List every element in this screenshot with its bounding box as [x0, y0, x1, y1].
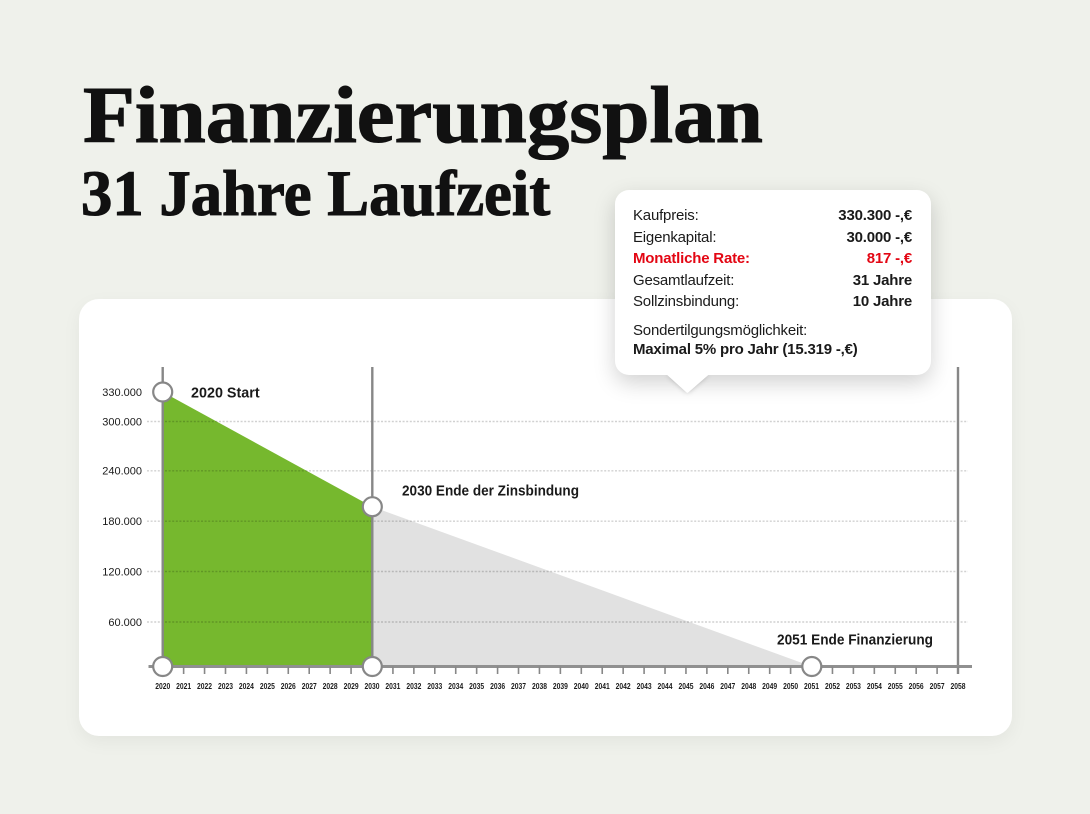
svg-text:2030 Ende der Zinsbindung: 2030 Ende der Zinsbindung: [402, 483, 579, 500]
svg-text:2056: 2056: [909, 682, 924, 691]
svg-text:2047: 2047: [720, 682, 735, 691]
svg-text:240.000: 240.000: [102, 466, 142, 478]
svg-text:2051: 2051: [804, 682, 819, 691]
svg-text:2058: 2058: [951, 682, 966, 691]
svg-text:2020: 2020: [155, 682, 170, 691]
svg-text:2022: 2022: [197, 682, 212, 691]
svg-text:2028: 2028: [323, 682, 338, 691]
svg-text:2038: 2038: [532, 682, 547, 691]
svg-text:2024: 2024: [239, 682, 254, 691]
svg-text:2045: 2045: [678, 682, 693, 691]
svg-text:2042: 2042: [616, 682, 631, 691]
svg-text:2052: 2052: [825, 682, 840, 691]
svg-text:2041: 2041: [595, 682, 610, 691]
svg-text:2034: 2034: [448, 682, 463, 691]
svg-text:2046: 2046: [699, 682, 714, 691]
svg-text:2020 Start: 2020 Start: [191, 385, 260, 402]
svg-text:330.000: 330.000: [102, 387, 142, 399]
svg-text:2030: 2030: [365, 682, 380, 691]
svg-text:2044: 2044: [658, 682, 673, 691]
svg-text:2021: 2021: [176, 682, 191, 691]
svg-text:2039: 2039: [553, 682, 568, 691]
svg-text:2025: 2025: [260, 682, 275, 691]
svg-text:300.000: 300.000: [102, 416, 142, 428]
svg-text:2050: 2050: [783, 682, 798, 691]
svg-text:180.000: 180.000: [102, 516, 142, 528]
svg-text:2053: 2053: [846, 682, 861, 691]
svg-text:2027: 2027: [302, 682, 317, 691]
svg-text:2023: 2023: [218, 682, 233, 691]
svg-text:2054: 2054: [867, 682, 882, 691]
svg-text:2057: 2057: [930, 682, 945, 691]
svg-text:2048: 2048: [741, 682, 756, 691]
svg-text:2037: 2037: [511, 682, 526, 691]
svg-text:60.000: 60.000: [108, 617, 142, 629]
svg-text:2031: 2031: [385, 682, 400, 691]
svg-text:2035: 2035: [469, 682, 484, 691]
svg-text:120.000: 120.000: [102, 566, 142, 578]
svg-text:2029: 2029: [344, 682, 359, 691]
svg-text:2026: 2026: [281, 682, 296, 691]
svg-text:2040: 2040: [574, 682, 589, 691]
svg-text:2033: 2033: [427, 682, 442, 691]
svg-text:2032: 2032: [406, 682, 421, 691]
svg-text:2043: 2043: [637, 682, 652, 691]
svg-text:2036: 2036: [490, 682, 505, 691]
svg-text:2055: 2055: [888, 682, 903, 691]
svg-text:2051 Ende Finanzierung: 2051 Ende Finanzierung: [777, 632, 933, 649]
svg-text:2049: 2049: [762, 682, 777, 691]
